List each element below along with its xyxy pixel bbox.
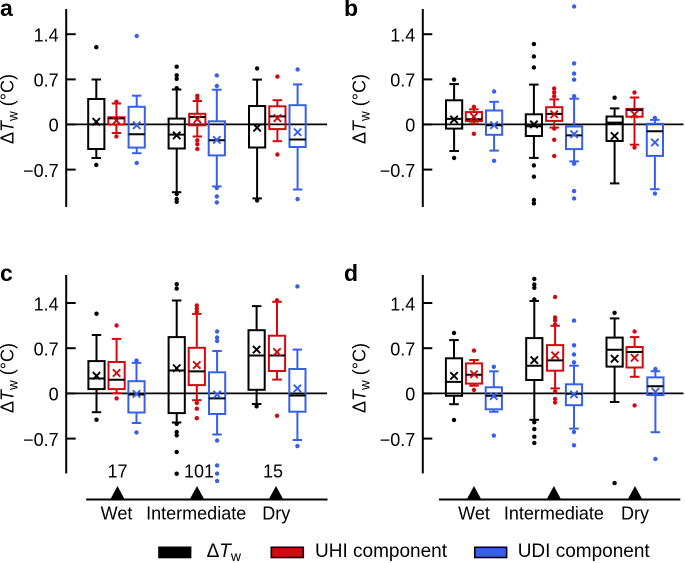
svg-text:a: a	[0, 0, 13, 21]
svg-text:1.4: 1.4	[390, 26, 415, 46]
svg-text:0: 0	[405, 385, 415, 405]
svg-text:−0.7: −0.7	[23, 430, 59, 450]
svg-text:b: b	[344, 0, 358, 21]
svg-text:−0.7: −0.7	[380, 161, 416, 181]
svg-text:−0.7: −0.7	[380, 430, 416, 450]
svg-text:ΔTw (°C): ΔTw (°C)	[350, 74, 373, 144]
svg-text:c: c	[0, 260, 13, 286]
svg-text:0: 0	[49, 385, 59, 405]
svg-text:Wet: Wet	[458, 503, 490, 523]
svg-text:0.7: 0.7	[34, 340, 59, 360]
svg-text:d: d	[344, 260, 358, 286]
svg-text:Intermediate: Intermediate	[504, 503, 604, 523]
svg-text:Dry: Dry	[621, 503, 649, 523]
svg-text:0.7: 0.7	[390, 340, 415, 360]
svg-text:ΔTw (°C): ΔTw (°C)	[350, 343, 373, 413]
svg-text:0: 0	[405, 116, 415, 136]
svg-text:1.4: 1.4	[34, 294, 59, 314]
svg-text:−0.7: −0.7	[23, 161, 59, 181]
svg-text:1.4: 1.4	[390, 294, 415, 314]
svg-text:0: 0	[49, 116, 59, 136]
svg-text:UDI component: UDI component	[518, 541, 651, 562]
svg-text:101: 101	[184, 462, 214, 482]
svg-text:ΔTw (°C): ΔTw (°C)	[0, 343, 21, 413]
svg-text:15: 15	[263, 462, 283, 482]
svg-text:Dry: Dry	[262, 503, 290, 523]
svg-text:1.4: 1.4	[34, 26, 59, 46]
svg-text:ΔTw (°C): ΔTw (°C)	[0, 74, 21, 144]
svg-text:0.7: 0.7	[390, 71, 415, 91]
svg-text:Intermediate: Intermediate	[146, 503, 246, 523]
svg-text:UHI component: UHI component	[315, 541, 448, 562]
svg-text:0.7: 0.7	[34, 71, 59, 91]
svg-text:17: 17	[107, 462, 127, 482]
svg-text:Wet: Wet	[101, 503, 133, 523]
